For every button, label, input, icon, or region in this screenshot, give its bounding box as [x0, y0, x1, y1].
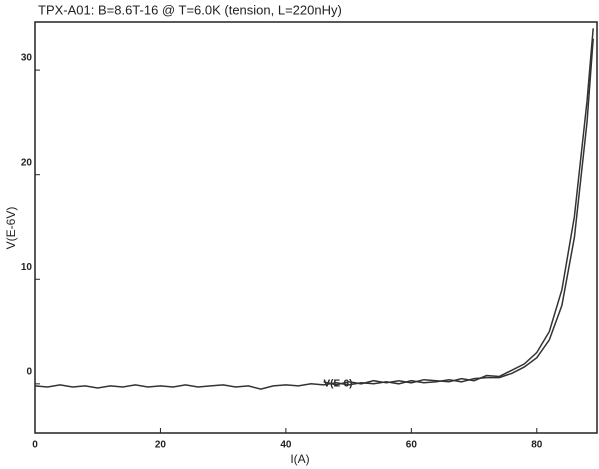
chart-title: TPX-A01: B=8.6T-16 @ T=6.0K (tension, L=…	[38, 2, 342, 17]
x-tick-label: 0	[32, 440, 38, 451]
y-tick-label: 10	[21, 262, 33, 273]
y-tick-label: 0	[26, 366, 32, 377]
data-line	[323, 28, 594, 386]
y-tick-label: 20	[21, 157, 33, 168]
data-line	[34, 38, 594, 390]
x-tick-label: 80	[531, 440, 543, 451]
x-tick-label: 40	[280, 440, 292, 451]
plot-frame	[34, 21, 598, 434]
y-axis-label: V(E-6V)	[4, 207, 18, 250]
x-tick-label: 60	[406, 440, 418, 451]
y-tick-label: 30	[21, 53, 33, 64]
x-axis-label: I(A)	[290, 452, 309, 466]
x-tick-label: 20	[155, 440, 167, 451]
